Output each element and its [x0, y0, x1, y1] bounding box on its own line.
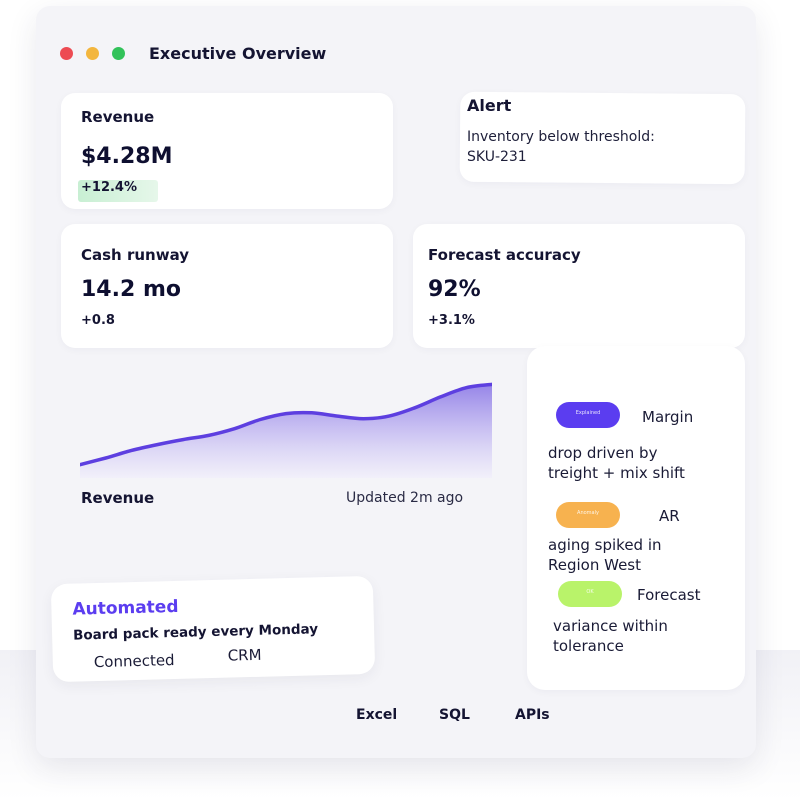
- cash-runway-card: [61, 224, 393, 348]
- insight-body-line: drop driven by: [548, 444, 658, 462]
- title-bar: Executive Overview: [36, 30, 756, 66]
- automation-schedule: Board pack ready every Monday: [72, 621, 319, 644]
- alert-title: Alert: [467, 96, 512, 115]
- revenue-chart-svg: [80, 382, 492, 478]
- revenue-value: $4.28M: [81, 144, 173, 169]
- cash-runway-delta: +0.8: [81, 313, 115, 328]
- insight-body-line: treight + mix shift: [548, 464, 685, 482]
- alert-line-1: Inventory below threshold:: [467, 129, 655, 145]
- window-title: Executive Overview: [149, 44, 327, 63]
- revenue-delta: +12.4%: [81, 180, 137, 195]
- insight-heading-margin: Margin: [642, 408, 694, 426]
- insight-pill-ok[interactable]: OK: [558, 581, 622, 607]
- connected-label: Connected: [93, 651, 175, 672]
- forecast-accuracy-card: [413, 224, 745, 348]
- revenue-label: Revenue: [81, 108, 155, 126]
- revenue-chart: [80, 368, 492, 478]
- chart-area-fill: [80, 384, 492, 478]
- insight-pill-anomaly[interactable]: Anomaly: [556, 502, 620, 528]
- insight-pill-label: OK: [586, 589, 594, 595]
- insight-pill-label: Explained: [575, 410, 601, 416]
- automation-card[interactable]: Automated Board pack ready every Monday …: [50, 575, 376, 683]
- insight-pill-explained[interactable]: Explained: [556, 402, 620, 428]
- integration-apis[interactable]: APIs: [515, 707, 550, 723]
- cash-runway-label: Cash runway: [81, 246, 190, 264]
- forecast-accuracy-value: 92%: [428, 277, 481, 302]
- revenue-delta-highlight: [78, 180, 158, 202]
- automation-title: Automated: [72, 596, 179, 620]
- cash-runway-value: 14.2 mo: [81, 277, 181, 302]
- forecast-accuracy-delta: +3.1%: [428, 313, 475, 328]
- close-window-button[interactable]: [60, 47, 73, 60]
- chart-label: Revenue: [81, 489, 155, 507]
- maximize-window-button[interactable]: [112, 47, 125, 60]
- forecast-accuracy-label: Forecast accuracy: [428, 246, 581, 264]
- connected-app-crm: CRM: [227, 645, 262, 665]
- chart-updated-text: Updated 2m ago: [346, 490, 464, 506]
- insight-body-line: Region West: [548, 556, 641, 574]
- alert-line-2: SKU-231: [467, 149, 527, 165]
- integration-sql[interactable]: SQL: [439, 707, 470, 723]
- insight-pill-label: Anomaly: [577, 510, 599, 516]
- insight-body-line: tolerance: [553, 637, 624, 655]
- insight-body-line: aging spiked in: [548, 536, 662, 554]
- insight-body-line: variance within: [553, 617, 668, 635]
- minimize-window-button[interactable]: [86, 47, 99, 60]
- chart-series-line: [80, 382, 492, 467]
- insight-heading-forecast: Forecast: [637, 586, 701, 604]
- integration-excel[interactable]: Excel: [356, 707, 398, 723]
- insight-heading-ar: AR: [659, 507, 680, 525]
